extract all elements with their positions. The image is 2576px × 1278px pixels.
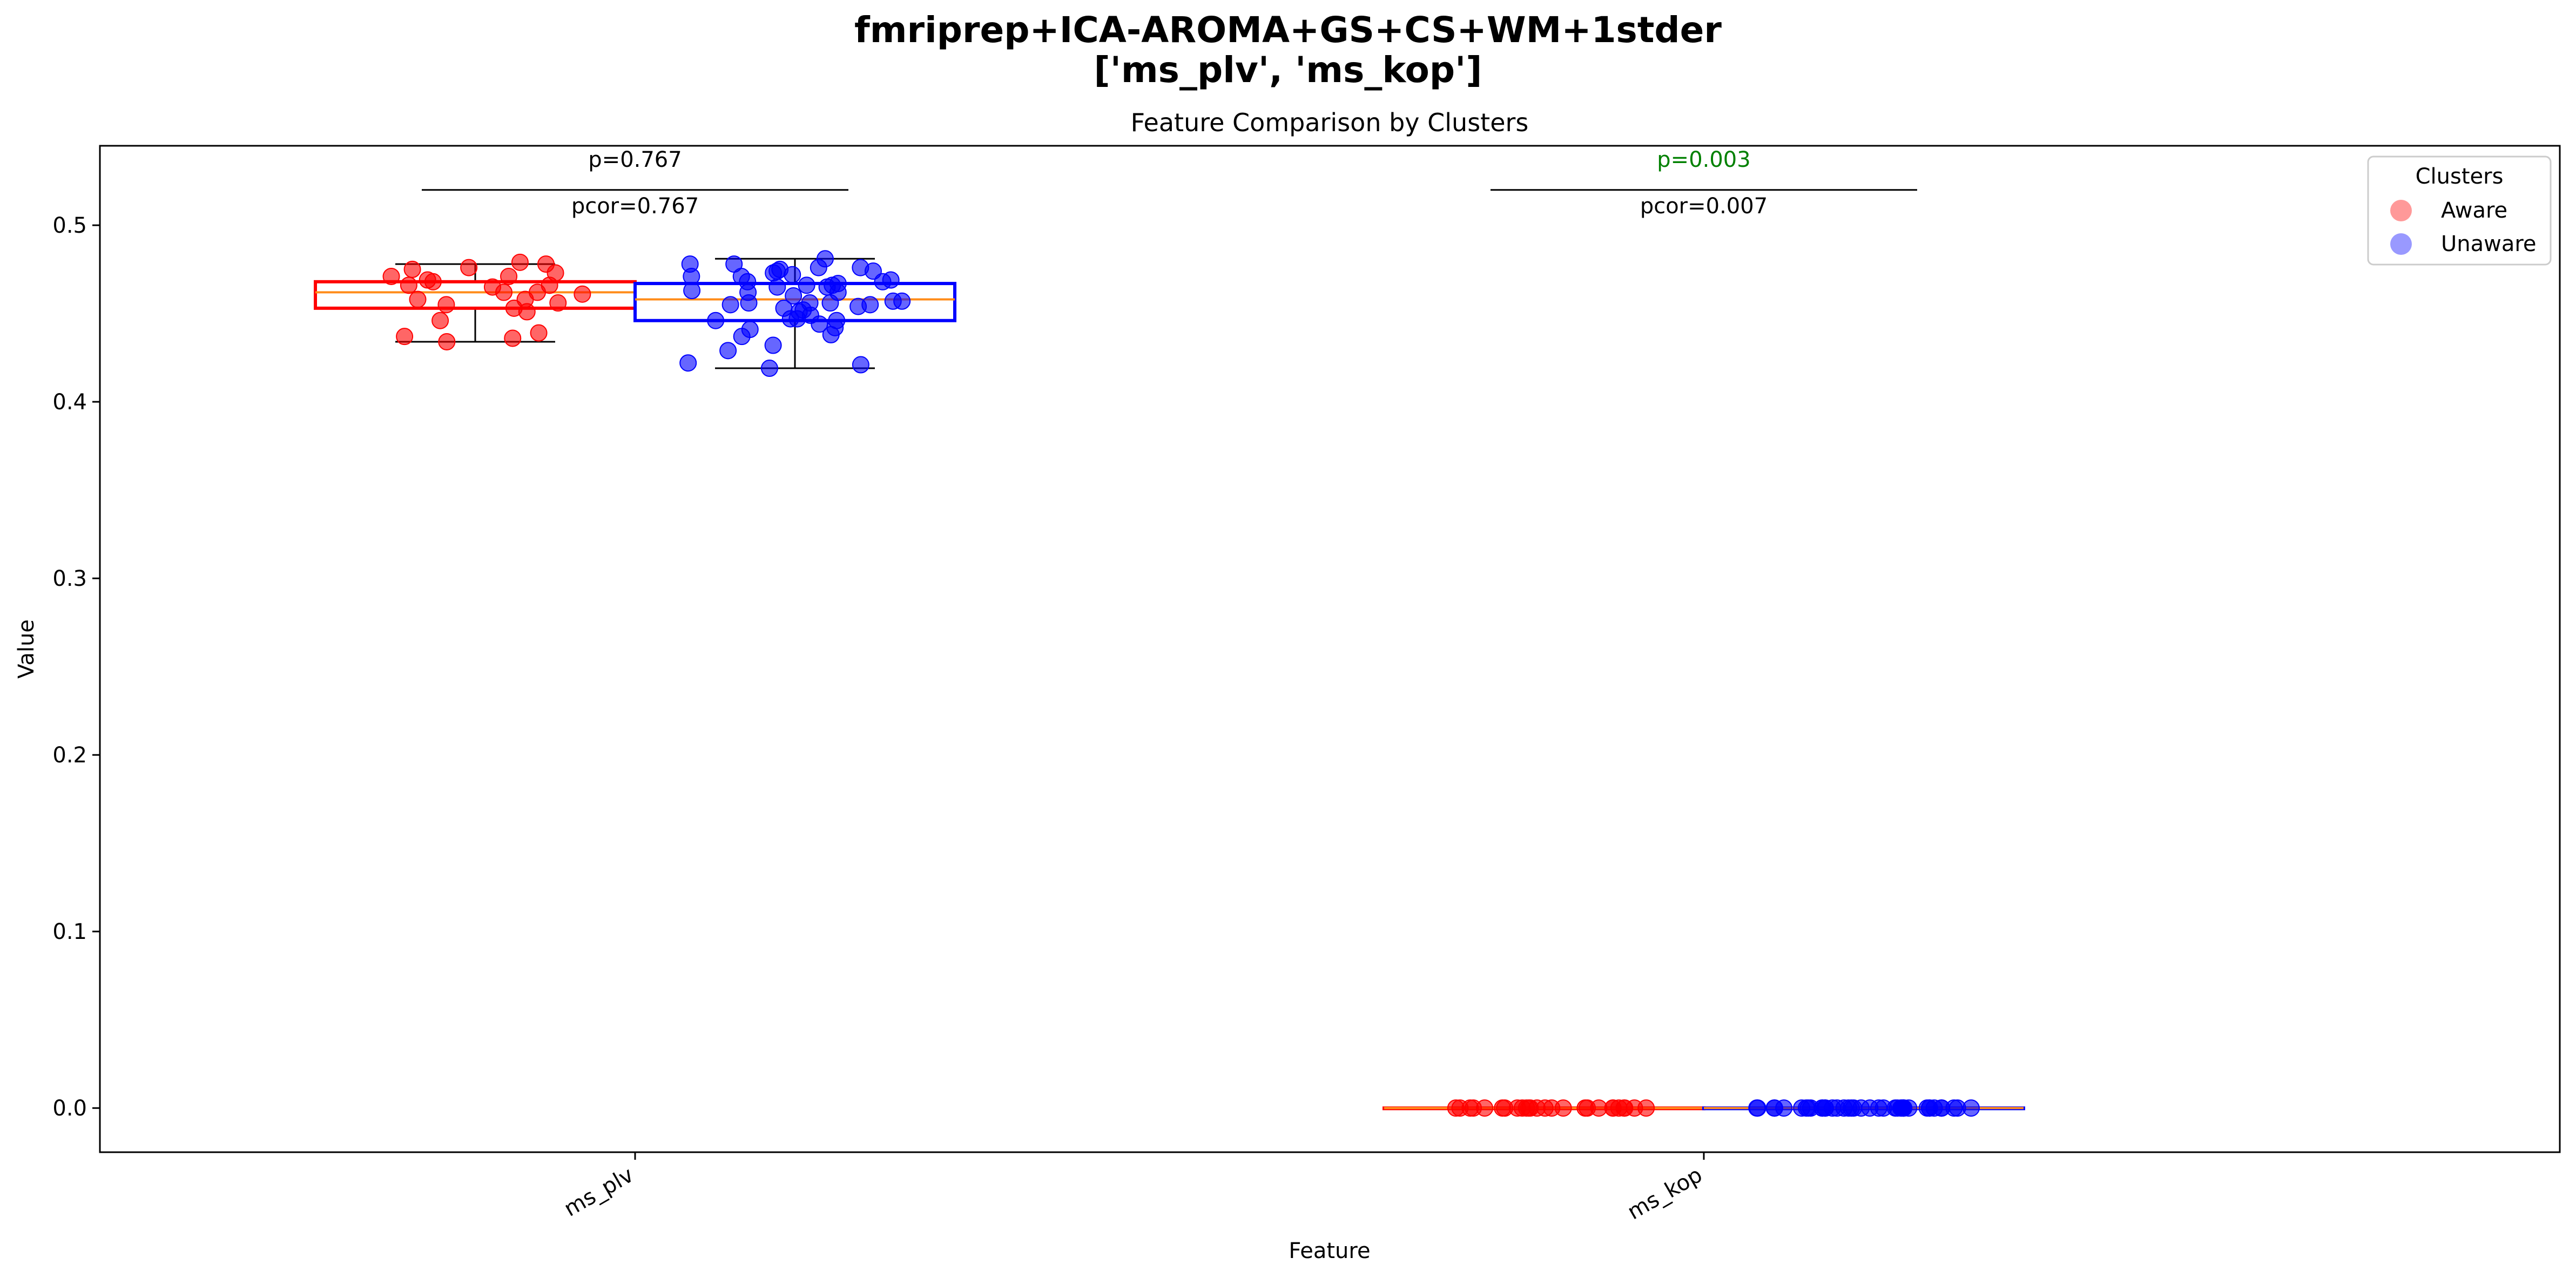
data-point-unaware	[679, 354, 697, 372]
data-point-aware	[1494, 1099, 1512, 1117]
data-point-aware	[403, 260, 421, 278]
pcor-value-label: pcor=0.767	[571, 194, 699, 219]
data-point-aware	[516, 290, 534, 308]
data-point-unaware	[801, 306, 819, 324]
data-point-unaware	[785, 287, 803, 305]
data-point-unaware	[1775, 1099, 1793, 1117]
data-point-aware	[437, 296, 455, 314]
data-point-unaware	[768, 262, 786, 280]
data-point-aware	[438, 333, 456, 350]
data-point-aware	[1610, 1099, 1628, 1117]
pcor-value-label: pcor=0.007	[1640, 194, 1768, 219]
data-point-unaware	[849, 297, 867, 315]
data-point-unaware	[893, 292, 911, 310]
data-point-aware	[541, 276, 558, 294]
chart-subtitle: Feature Comparison by Clusters	[1131, 108, 1529, 137]
data-point-aware	[1476, 1099, 1494, 1117]
data-point-unaware	[721, 296, 739, 314]
x-tick-label: ms_kop	[1623, 1162, 1707, 1225]
data-point-unaware	[824, 276, 841, 294]
y-tick-label: 0.4	[52, 390, 87, 415]
data-point-unaware	[768, 278, 786, 296]
data-point-unaware	[852, 356, 869, 374]
data-point-aware	[396, 328, 414, 346]
data-point-unaware	[798, 276, 815, 294]
data-point-aware	[500, 267, 518, 285]
data-point-unaware	[1895, 1099, 1913, 1117]
data-point-aware	[483, 278, 501, 296]
p-value-label: p=0.767	[588, 147, 682, 172]
data-point-unaware	[741, 321, 759, 339]
y-axis-label: Value	[14, 619, 39, 679]
legend-label-unaware: Unaware	[2441, 232, 2537, 256]
data-point-aware	[400, 276, 417, 294]
plot-frame	[99, 145, 2561, 1153]
data-point-unaware	[864, 262, 882, 280]
data-point-unaware	[828, 312, 846, 329]
data-point-unaware	[1962, 1099, 1980, 1117]
x-axis-label: Feature	[1289, 1239, 1370, 1263]
data-point-aware	[1637, 1099, 1655, 1117]
data-point-aware	[1576, 1099, 1594, 1117]
p-value-label: p=0.003	[1657, 147, 1750, 172]
data-point-aware	[1447, 1099, 1465, 1117]
y-tick-label: 0.2	[52, 743, 87, 768]
data-point-unaware	[719, 342, 737, 360]
data-point-aware	[419, 271, 436, 289]
data-point-unaware	[764, 336, 782, 354]
legend-label-aware: Aware	[2441, 198, 2507, 223]
data-point-unaware	[1793, 1099, 1811, 1117]
data-point-aware	[431, 312, 449, 329]
data-point-aware	[1554, 1099, 1572, 1117]
data-point-aware	[1513, 1099, 1531, 1117]
data-point-unaware	[707, 312, 725, 329]
y-tick-label: 0.3	[52, 566, 87, 591]
data-point-unaware	[760, 360, 778, 377]
data-point-unaware	[1870, 1099, 1887, 1117]
y-tick-label: 0.5	[52, 213, 87, 238]
data-point-unaware	[739, 283, 757, 301]
data-point-aware	[530, 324, 548, 342]
data-point-unaware	[725, 255, 743, 273]
data-point-unaware	[681, 255, 699, 273]
plot-area: 0.0 0.1 0.2 0.3 0.4 0.5 ms_plv ms_kop p=0.767 pco…	[52, 147, 2025, 1225]
x-tick-label: ms_plv	[560, 1162, 638, 1222]
data-point-aware	[574, 285, 591, 303]
figure-title-line1: fmriprep+ICA-AROMA+GS+CS+WM+1stder	[854, 9, 1722, 51]
data-point-aware	[549, 294, 567, 312]
figure-title-line2: ['ms_plv', 'ms_kop']	[1094, 49, 1482, 91]
data-point-unaware	[821, 294, 839, 312]
legend: Clusters Aware Unaware	[2367, 155, 2552, 266]
data-point-unaware	[1945, 1099, 1963, 1117]
data-point-aware	[504, 329, 522, 347]
data-point-aware	[382, 267, 400, 285]
data-point-aware	[460, 259, 478, 276]
y-tick-label: 0.1	[52, 919, 87, 944]
legend-frame	[2367, 155, 2552, 266]
data-point-unaware	[784, 266, 801, 283]
legend-marker-unaware	[2390, 233, 2412, 255]
legend-title: Clusters	[2416, 164, 2504, 189]
legend-marker-aware	[2390, 200, 2412, 221]
data-point-unaware	[1828, 1099, 1846, 1117]
data-point-aware	[511, 253, 529, 271]
data-point-unaware	[816, 250, 834, 268]
data-point-aware	[409, 290, 427, 308]
y-tick-label: 0.0	[52, 1096, 87, 1121]
data-point-unaware	[1748, 1099, 1766, 1117]
